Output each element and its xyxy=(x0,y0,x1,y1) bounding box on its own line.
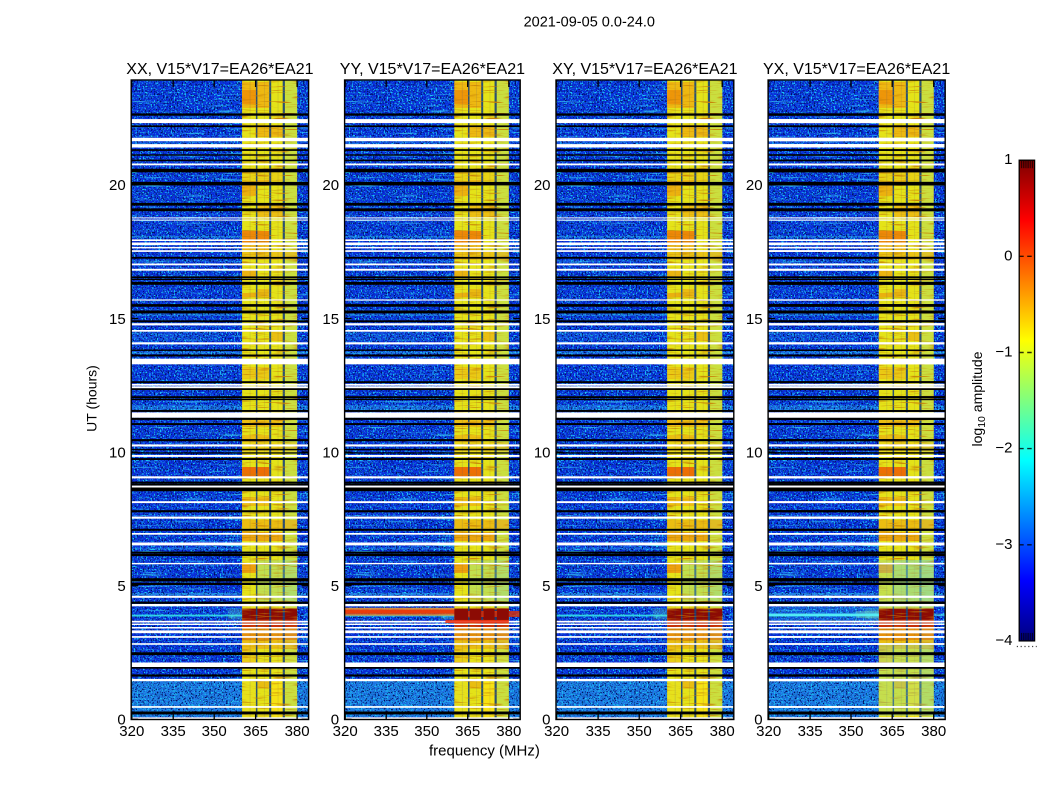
svg-text:10: 10 xyxy=(534,444,551,461)
svg-text:380: 380 xyxy=(921,723,946,740)
svg-text:350: 350 xyxy=(414,723,439,740)
svg-text:335: 335 xyxy=(161,723,186,740)
svg-text:2021-09-05 0.0-24.0: 2021-09-05 0.0-24.0 xyxy=(524,14,655,30)
svg-text:−4: −4 xyxy=(995,632,1012,649)
svg-text:20: 20 xyxy=(322,177,339,194)
svg-text:15: 15 xyxy=(746,311,763,328)
svg-text:20: 20 xyxy=(109,177,126,194)
svg-text:365: 365 xyxy=(668,723,693,740)
svg-text:10: 10 xyxy=(109,444,126,461)
svg-text:20: 20 xyxy=(534,177,551,194)
svg-text:335: 335 xyxy=(586,723,611,740)
svg-text:0: 0 xyxy=(117,712,125,729)
svg-text:0: 0 xyxy=(754,712,762,729)
svg-text:frequency (MHz): frequency (MHz) xyxy=(429,743,540,760)
svg-text:0: 0 xyxy=(1004,247,1012,264)
svg-text:350: 350 xyxy=(202,723,227,740)
svg-text:320: 320 xyxy=(544,723,569,740)
svg-text:320: 320 xyxy=(119,723,144,740)
svg-text:XX, V15*V17=EA26*EA21: XX, V15*V17=EA26*EA21 xyxy=(126,61,313,78)
svg-text:15: 15 xyxy=(534,311,551,328)
svg-text:350: 350 xyxy=(627,723,652,740)
svg-text:1: 1 xyxy=(1004,151,1012,168)
svg-text:320: 320 xyxy=(333,723,358,740)
svg-text:5: 5 xyxy=(331,578,339,595)
svg-text:335: 335 xyxy=(798,723,823,740)
svg-text:365: 365 xyxy=(880,723,905,740)
svg-text:20: 20 xyxy=(746,177,763,194)
svg-text:XY, V15*V17=EA26*EA21: XY, V15*V17=EA26*EA21 xyxy=(552,61,737,78)
svg-text:−3: −3 xyxy=(995,536,1012,553)
svg-text:380: 380 xyxy=(285,723,310,740)
svg-text:350: 350 xyxy=(838,723,863,740)
svg-text:15: 15 xyxy=(322,311,339,328)
svg-text:−1: −1 xyxy=(995,344,1012,361)
svg-text:380: 380 xyxy=(496,723,521,740)
svg-text:0: 0 xyxy=(542,712,550,729)
svg-text:YX, V15*V17=EA26*EA21: YX, V15*V17=EA26*EA21 xyxy=(763,61,950,78)
svg-text:YY, V15*V17=EA26*EA21: YY, V15*V17=EA26*EA21 xyxy=(340,61,525,78)
svg-text:−2: −2 xyxy=(995,440,1012,457)
svg-text:335: 335 xyxy=(374,723,399,740)
svg-text:5: 5 xyxy=(542,578,550,595)
svg-text:10: 10 xyxy=(322,444,339,461)
svg-text:log10 amplitude: log10 amplitude xyxy=(969,351,988,446)
svg-text:5: 5 xyxy=(754,578,762,595)
svg-text:5: 5 xyxy=(117,578,125,595)
svg-text:10: 10 xyxy=(746,444,763,461)
svg-text:365: 365 xyxy=(243,723,268,740)
svg-text:365: 365 xyxy=(455,723,480,740)
svg-text:380: 380 xyxy=(710,723,735,740)
svg-text:320: 320 xyxy=(756,723,781,740)
svg-text:0: 0 xyxy=(331,712,339,729)
svg-text:UT (hours): UT (hours) xyxy=(84,365,100,432)
svg-text:15: 15 xyxy=(109,311,126,328)
